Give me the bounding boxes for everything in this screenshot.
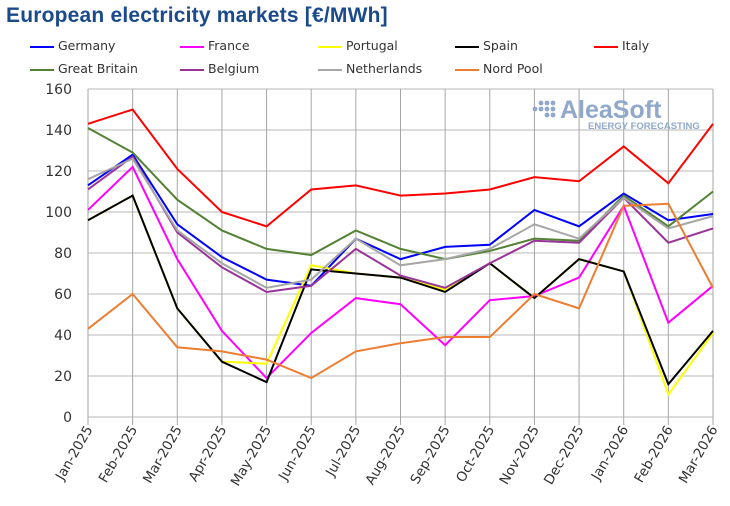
x-tick-label: Mar-2025 (140, 423, 186, 486)
logo-dot (550, 112, 556, 118)
y-tick-label: 140 (45, 123, 72, 139)
logo-brand: AleaSoft (560, 96, 662, 124)
logo-tagline: ENERGY FORECASTING (588, 121, 700, 132)
logo-dot (538, 106, 544, 112)
legend-item: Germany (58, 38, 116, 53)
x-tick-label: Dec-2025 (541, 423, 588, 488)
legend-item: Italy (622, 38, 650, 53)
logo-dot (544, 112, 550, 118)
series-nord-pool (87, 202, 714, 380)
x-tick-label: Feb-2026 (631, 423, 676, 486)
legend-item: Portugal (346, 38, 398, 53)
y-tick-label: 100 (45, 205, 72, 221)
y-tick-label: 0 (63, 410, 72, 426)
x-tick-label: Jul-2025 (322, 423, 364, 480)
logo-dot (550, 100, 556, 106)
legend-item: Belgium (208, 61, 260, 76)
chart-title: European electricity markets [€/MWh] (6, 4, 388, 27)
logo-dot (538, 100, 544, 106)
x-tick-label: Aug-2025 (362, 423, 409, 488)
y-tick-label: 80 (54, 246, 72, 262)
x-tick-label: Jan-2025 (52, 423, 96, 484)
series-spain (87, 194, 714, 387)
x-tick-label: Apr-2025 (186, 423, 231, 484)
logo-dot (550, 106, 556, 112)
x-tick-label: Nov-2025 (496, 423, 542, 487)
x-tick-label: May-2025 (228, 423, 275, 489)
legend-item: Netherlands (346, 61, 423, 76)
legend-item: Spain (483, 38, 518, 53)
x-tick-label: Jan-2026 (588, 423, 632, 484)
y-tick-label: 40 (54, 328, 72, 344)
y-tick-label: 20 (54, 369, 72, 385)
legend-item: Great Britain (58, 61, 138, 76)
x-tick-label: Feb-2025 (96, 423, 141, 486)
series-netherlands (87, 157, 714, 289)
legend-item: Nord Pool (483, 61, 543, 76)
x-tick-label: Mar-2026 (676, 423, 722, 486)
x-tick-label: Oct-2025 (453, 423, 498, 485)
x-tick-label: Sep-2025 (407, 423, 453, 487)
x-tick-label: Jun-2025 (275, 423, 320, 484)
y-tick-label: 160 (45, 82, 72, 98)
series-germany (87, 153, 714, 287)
y-tick-label: 60 (54, 287, 72, 303)
series-belgium (87, 155, 714, 293)
y-tick-label: 120 (45, 164, 72, 180)
series-italy (87, 108, 714, 228)
logo-dot (532, 106, 538, 112)
logo-dot (544, 106, 550, 112)
series-france (87, 165, 714, 380)
legend-item: France (208, 38, 250, 53)
logo-dot (544, 100, 550, 106)
